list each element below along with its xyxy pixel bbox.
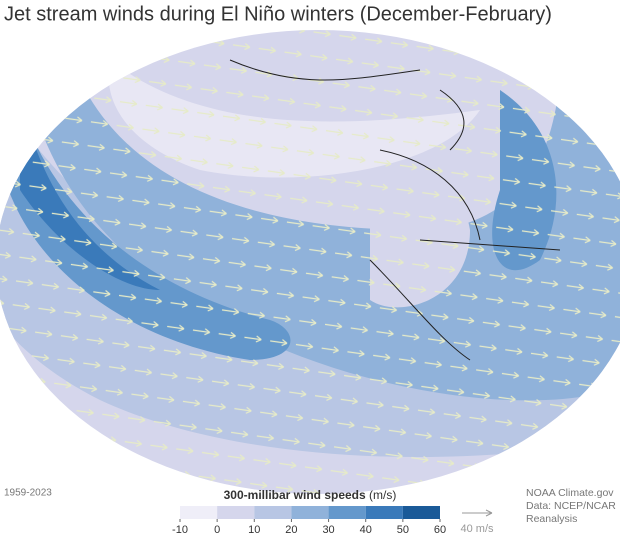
colorbar-tick-label: 40: [360, 524, 372, 536]
colorbar-bin: [254, 506, 292, 519]
colorbar-bin: [402, 506, 440, 519]
colorbar-tick-label: 60: [434, 524, 446, 536]
colorbar-bin: [365, 506, 403, 519]
colorbar-tick-label: -10: [172, 524, 188, 536]
colorbar-bin: [328, 506, 366, 519]
period: 1959-2023: [4, 488, 52, 499]
credit: Data: NCEP/NCAR: [526, 500, 616, 512]
colorbar: -10 0 10 20 30 40 50 60: [172, 506, 446, 536]
legend-unit: (m/s): [369, 488, 396, 502]
credit: Reanalysis: [526, 513, 577, 525]
colorbar-bin: [291, 506, 329, 519]
title: Jet stream winds during El Niño winters …: [4, 3, 552, 25]
colorbar-tick-label: 0: [214, 524, 220, 536]
reference-arrow-label: 40 m/s: [460, 523, 494, 535]
legend-title-text: 300-millibar wind speeds: [224, 488, 366, 502]
colorbar-bin: [180, 506, 218, 519]
legend-title: 300-millibar wind speeds (m/s): [224, 488, 397, 502]
colorbar-tick-label: 50: [397, 524, 409, 536]
colorbar-tick-label: 10: [248, 524, 260, 536]
colorbar-tick-label: 20: [285, 524, 297, 536]
colorbar-tick-label: 30: [322, 524, 334, 536]
credit: NOAA Climate.gov: [526, 487, 614, 499]
colorbar-bin: [217, 506, 255, 519]
reference-arrowhead: [485, 509, 493, 517]
